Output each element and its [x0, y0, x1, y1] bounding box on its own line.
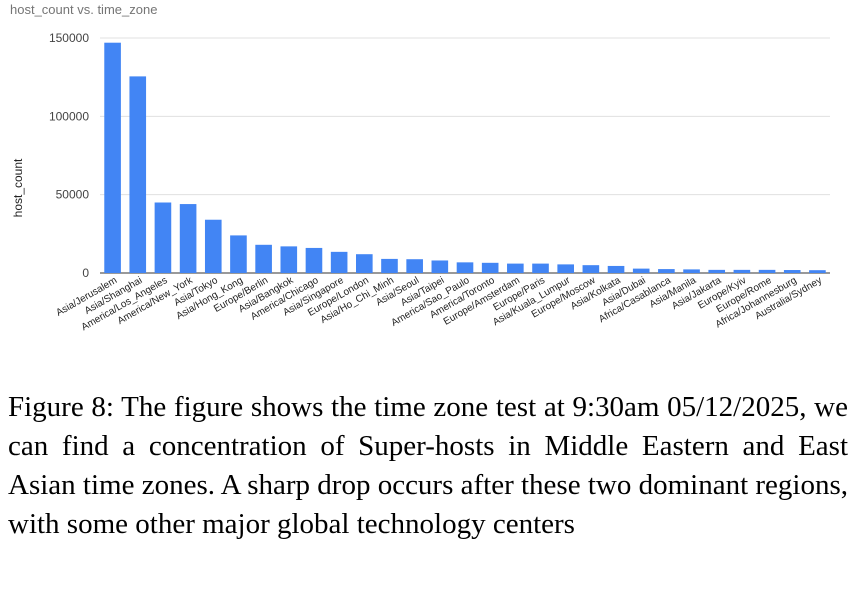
- bar: [154, 202, 172, 273]
- bar: [129, 76, 147, 273]
- y-tick-label: 100000: [49, 109, 89, 123]
- bar: [557, 264, 574, 273]
- y-tick-labels: 0 50000 100000 150000: [49, 31, 89, 280]
- bar: [305, 247, 323, 273]
- bar: [356, 254, 373, 273]
- bar: [230, 235, 247, 273]
- bar: [204, 219, 222, 273]
- bar: [179, 204, 197, 273]
- bar: [733, 269, 751, 273]
- bar: [658, 269, 675, 273]
- bar: [381, 258, 398, 273]
- bar: [783, 270, 801, 273]
- y-tick-label: 50000: [56, 188, 90, 202]
- y-tick-label: 0: [82, 266, 89, 280]
- bar: [758, 269, 776, 273]
- bar: [280, 246, 298, 273]
- y-tick-label: 150000: [49, 31, 89, 45]
- bar: [607, 265, 625, 273]
- bar: [406, 259, 423, 273]
- bar: [809, 270, 826, 273]
- bar: [507, 263, 524, 273]
- bar: [481, 262, 499, 273]
- bar: [708, 269, 726, 273]
- figure-caption: Figure 8: The figure shows the time zone…: [8, 391, 848, 540]
- y-axis-label: host_count: [11, 158, 25, 217]
- bar: [632, 268, 650, 273]
- bar: [456, 262, 474, 273]
- bar: [582, 265, 600, 273]
- x-tick-labels: Asia/JerusalemAsia/ShanghaiAmerica/Los_A…: [54, 275, 824, 334]
- bar: [255, 244, 272, 273]
- bar: [532, 263, 549, 273]
- chart-title: host_count vs. time_zone: [10, 2, 158, 17]
- bar: [683, 269, 700, 273]
- bar: [431, 260, 449, 273]
- bar-chart: 0 50000 100000 150000 Asia/JerusalemAsia/Sh…: [11, 31, 830, 334]
- bar: [330, 251, 348, 273]
- bar: [104, 42, 121, 274]
- bars: [104, 42, 826, 274]
